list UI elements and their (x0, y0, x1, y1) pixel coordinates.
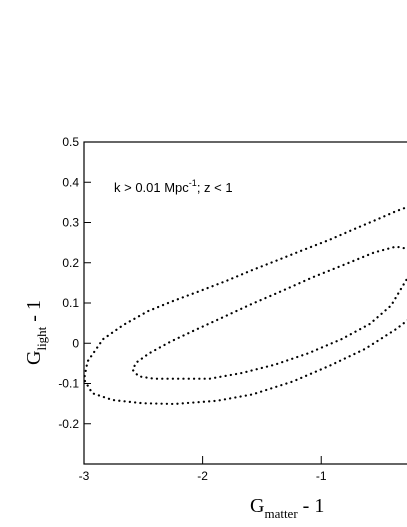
y-axis: -0.2 -0.1 0 0.1 0.2 0.3 0.4 0.5 (58, 135, 91, 431)
x-tick-label: -2 (197, 469, 208, 483)
inner-contour-line (131, 245, 407, 380)
y-tick-label: -0.2 (58, 417, 79, 431)
contour-lines (82, 205, 407, 406)
y-tick-label: 0.1 (62, 296, 79, 310)
y-tick-label: 0.2 (62, 256, 79, 270)
x-tick-label: -1 (316, 469, 327, 483)
x-axis: -3 -2 -1 (79, 456, 327, 483)
y-tick-label: 0.5 (62, 135, 79, 149)
annotation-text: k > 0.01 Mpc-1; z < 1 (114, 178, 233, 195)
y-tick-label: 0 (72, 336, 79, 350)
x-tick-label: -3 (79, 469, 90, 483)
y-tick-label: -0.1 (58, 377, 79, 391)
y-tick-label: 0.3 (62, 216, 79, 230)
x-axis-title: Gmatter - 1 (250, 495, 324, 521)
outer-contour-line (82, 205, 407, 406)
y-tick-label: 0.4 (62, 175, 79, 189)
y-axis-title: Glight - 1 (23, 300, 49, 365)
